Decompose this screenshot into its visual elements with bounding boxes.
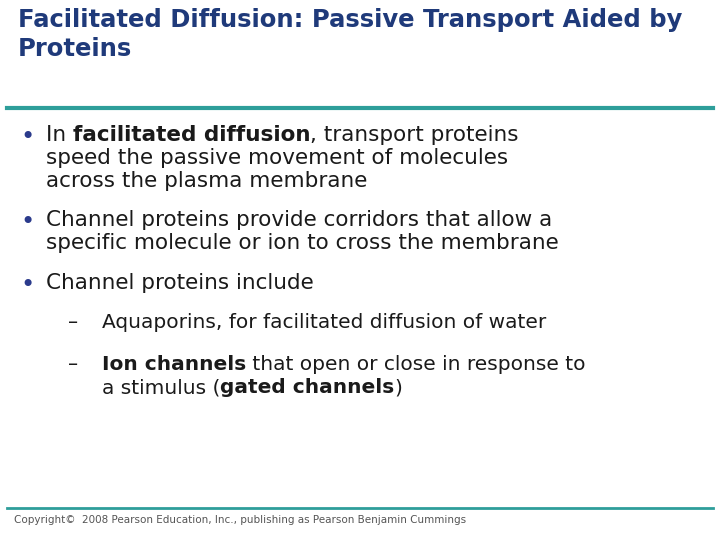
Text: ): ) <box>395 378 402 397</box>
Text: •: • <box>20 210 35 234</box>
Text: •: • <box>20 273 35 297</box>
Text: speed the passive movement of molecules: speed the passive movement of molecules <box>46 148 508 168</box>
Text: gated channels: gated channels <box>220 378 395 397</box>
Text: that open or close in response to: that open or close in response to <box>246 355 586 374</box>
Text: a stimulus (: a stimulus ( <box>102 378 220 397</box>
Text: specific molecule or ion to cross the membrane: specific molecule or ion to cross the me… <box>46 233 559 253</box>
Text: Channel proteins include: Channel proteins include <box>46 273 314 293</box>
Text: •: • <box>20 125 35 149</box>
Text: In: In <box>46 125 73 145</box>
Text: Aquaporins, for facilitated diffusion of water: Aquaporins, for facilitated diffusion of… <box>102 313 546 332</box>
Text: Ion channels: Ion channels <box>102 355 246 374</box>
Text: facilitated diffusion: facilitated diffusion <box>73 125 310 145</box>
Text: Channel proteins provide corridors that allow a: Channel proteins provide corridors that … <box>46 210 552 230</box>
Text: Facilitated Diffusion: Passive Transport Aided by
Proteins: Facilitated Diffusion: Passive Transport… <box>18 8 683 60</box>
Text: –: – <box>68 313 78 332</box>
Text: , transport proteins: , transport proteins <box>310 125 519 145</box>
Text: across the plasma membrane: across the plasma membrane <box>46 171 367 191</box>
Text: –: – <box>68 355 78 374</box>
Text: Copyright©  2008 Pearson Education, Inc., publishing as Pearson Benjamin Cumming: Copyright© 2008 Pearson Education, Inc.,… <box>14 515 466 525</box>
